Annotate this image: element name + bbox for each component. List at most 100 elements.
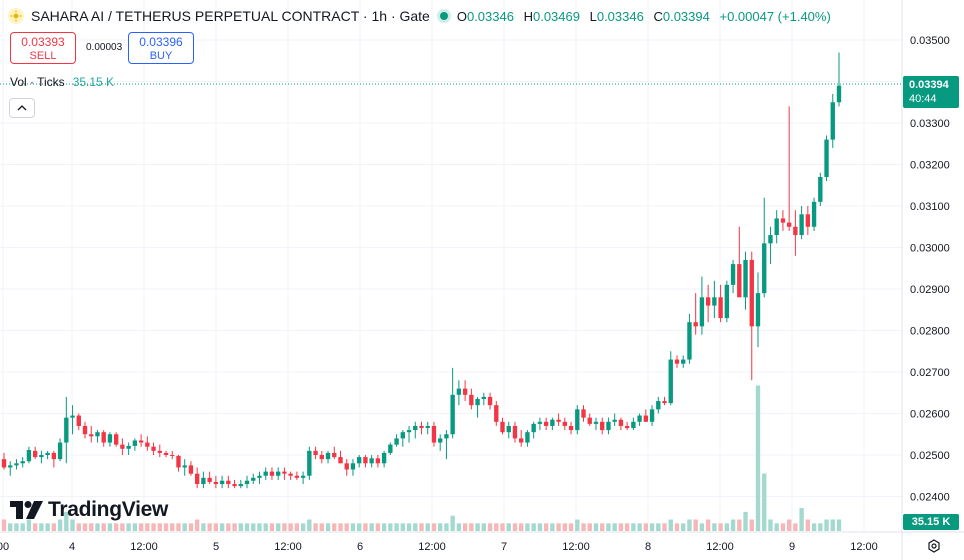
volume-bar (500, 523, 505, 531)
volume-bar (438, 523, 443, 531)
volume-bars (1, 385, 842, 531)
volume-bar (357, 523, 362, 531)
buy-button[interactable]: 0.03396 BUY (128, 32, 194, 64)
volume-bar (219, 523, 225, 531)
buy-price: 0.03396 (139, 35, 183, 49)
candle-body (699, 297, 705, 327)
volume-bar (375, 523, 381, 531)
candle-body (637, 415, 642, 422)
volume-bar (188, 523, 194, 531)
chart-settings-button[interactable] (924, 537, 944, 555)
time-tick-label: 7 (501, 541, 507, 553)
volume-bar (774, 523, 779, 531)
volume-bar (737, 519, 742, 531)
spread-value: 0.00003 (86, 42, 123, 53)
volume-bar (194, 519, 200, 531)
volume-bar (1, 519, 7, 531)
candle-body (244, 480, 250, 485)
volume-bar (556, 523, 561, 531)
candle-body (89, 434, 94, 437)
high-value: 0.03469 (532, 8, 580, 24)
candle-body (163, 452, 169, 455)
candle-body (587, 417, 592, 424)
candle-body (762, 243, 767, 294)
chevron-up-icon (17, 105, 27, 111)
price-tick-label: 0.02700 (910, 367, 950, 379)
candle-body (500, 421, 505, 433)
ohlc-values: O0.03346 H0.03469 L0.03346 C0.03394 +0.0… (457, 9, 831, 24)
volume-bar (201, 523, 206, 531)
symbol-title[interactable]: SAHARA AI / TETHERUS PERPETUAL CONTRACT … (31, 8, 430, 24)
time-tick-label: 12:00 (562, 541, 590, 553)
candle-body (786, 222, 792, 227)
candle-body (232, 484, 237, 487)
volume-bar (755, 385, 761, 531)
candle-body (755, 293, 761, 327)
candle-body (506, 425, 511, 433)
candle-body (300, 475, 306, 478)
candle-body (705, 297, 711, 306)
candle-body (793, 226, 798, 236)
volume-bar (693, 519, 698, 531)
candle-body (151, 446, 156, 451)
candle-body (313, 450, 318, 455)
candle-body (375, 458, 381, 464)
volume-bar (332, 523, 337, 531)
volume-bar (543, 523, 549, 531)
candle-body (400, 432, 405, 439)
volume-bar (730, 519, 736, 531)
volume-bar (294, 523, 300, 531)
candle-body (350, 463, 356, 470)
candle-body (730, 264, 736, 285)
price-tick-label: 0.03100 (910, 201, 950, 213)
open-label: O (456, 8, 467, 24)
candle-body (32, 450, 38, 458)
candle-body (332, 452, 337, 458)
time-tick-label: 12:00 (706, 541, 734, 553)
close-label: C (653, 8, 663, 24)
volume-bar (699, 523, 705, 531)
volume-bar (749, 519, 754, 531)
candle-body (768, 235, 773, 244)
volume-bar (568, 523, 574, 531)
volume-bar (712, 523, 717, 531)
candle-body (188, 465, 194, 474)
collapse-legend-button[interactable] (9, 98, 35, 118)
volume-bar (132, 523, 138, 531)
candle-body (8, 465, 13, 468)
time-tick-label: 6 (357, 541, 363, 553)
candle-body (369, 458, 374, 464)
candle-body (226, 480, 231, 485)
candle-body (481, 396, 486, 399)
candle-body (413, 425, 418, 431)
candle-body (132, 440, 138, 446)
candle-body (525, 432, 530, 443)
volume-bar (325, 523, 331, 531)
open-value: 0.03346 (466, 8, 514, 24)
volume-bar (525, 523, 530, 531)
volume-bar (631, 523, 636, 531)
candle-body (101, 432, 106, 443)
candle-body (325, 452, 331, 460)
volume-legend[interactable]: Vol · Ticks 35.15 K (10, 75, 114, 89)
volume-bar (238, 523, 243, 531)
volume-bar (637, 523, 642, 531)
volume-bar (487, 523, 493, 531)
volume-bar (531, 523, 536, 531)
chart-header: SAHARA AI / TETHERUS PERPETUAL CONTRACT … (8, 6, 831, 26)
price-tick-label: 0.03500 (910, 35, 950, 47)
tradingview-logo[interactable]: TradingView (10, 498, 168, 522)
volume-bar (799, 508, 804, 531)
candle-body (531, 423, 536, 433)
volume-bar (462, 523, 468, 531)
volume-bar (687, 519, 692, 531)
candle-body (126, 445, 131, 449)
volume-legend-value: 35.15 K (72, 75, 115, 89)
grid-lines (0, 0, 902, 532)
sell-button[interactable]: 0.03393 SELL (10, 32, 76, 64)
volume-bar (824, 519, 829, 531)
candle-body (425, 425, 430, 429)
candle-body (263, 471, 268, 476)
candle-body (519, 438, 524, 443)
